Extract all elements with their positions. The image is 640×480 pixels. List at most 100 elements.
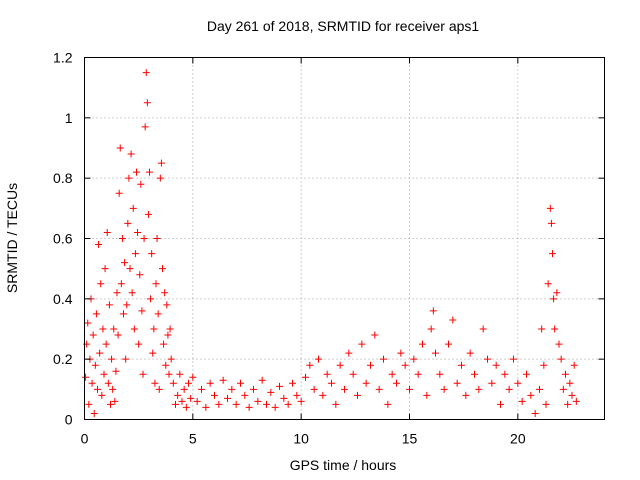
data-point	[163, 301, 171, 309]
data-point	[135, 340, 143, 348]
grid-lines	[84, 57, 605, 420]
data-point	[544, 280, 552, 288]
data-point	[182, 403, 190, 411]
data-point	[125, 174, 133, 182]
data-point	[371, 331, 379, 339]
data-point	[102, 340, 110, 348]
data-point	[85, 400, 93, 408]
data-point	[215, 400, 223, 408]
data-point	[367, 361, 374, 369]
data-point	[419, 340, 426, 348]
data-point	[410, 355, 418, 363]
data-point	[178, 397, 186, 405]
data-point	[423, 391, 431, 399]
data-point	[149, 349, 157, 357]
y-tick-label: 0	[65, 412, 73, 428]
data-point	[142, 69, 150, 77]
data-point	[542, 400, 550, 408]
data-point	[453, 379, 461, 387]
data-point	[143, 99, 151, 107]
data-point	[570, 361, 578, 369]
data-point	[148, 250, 156, 258]
data-point	[89, 331, 97, 339]
data-point	[121, 259, 129, 267]
data-point	[108, 355, 116, 363]
data-point	[162, 361, 170, 369]
data-point	[479, 325, 487, 333]
data-point	[440, 385, 448, 393]
data-point	[159, 265, 166, 273]
data-point	[112, 367, 120, 375]
data-point	[280, 394, 288, 402]
data-point	[116, 144, 124, 152]
y-tick-label: 1.2	[53, 50, 73, 66]
data-point	[557, 355, 565, 363]
data-point	[122, 355, 130, 363]
data-point	[414, 370, 422, 378]
data-point	[550, 295, 558, 303]
data-point	[501, 370, 509, 378]
data-point	[362, 379, 370, 387]
data-point	[88, 379, 96, 387]
data-point	[95, 241, 103, 249]
y-axis-label: SRMTID / TECUs	[4, 183, 20, 293]
data-point	[271, 403, 279, 411]
y-tick-label: 1	[65, 110, 73, 126]
data-point	[572, 397, 580, 405]
data-point	[393, 379, 400, 387]
data-point	[110, 325, 118, 333]
data-point	[198, 385, 205, 393]
data-point	[484, 355, 491, 363]
data-point	[345, 349, 353, 357]
data-point	[527, 391, 535, 399]
data-point	[114, 331, 122, 339]
x-tick-label: 5	[189, 431, 197, 447]
data-point	[165, 370, 173, 378]
data-point	[559, 385, 567, 393]
data-point	[232, 400, 240, 408]
data-point	[99, 325, 107, 333]
data-point	[505, 385, 513, 393]
data-point	[432, 349, 439, 357]
data-point	[174, 391, 182, 399]
data-point	[172, 400, 179, 408]
axis-ticks: 0 5 10 15 20 0 0.2 0.4 0.6 0.8 1 1.2	[53, 50, 605, 447]
data-point	[164, 331, 172, 339]
data-point	[187, 394, 195, 402]
data-point	[302, 373, 309, 381]
data-point	[445, 340, 452, 348]
data-point	[258, 376, 266, 384]
data-point	[128, 289, 136, 297]
data-point	[341, 385, 348, 393]
data-point	[96, 349, 104, 357]
data-point	[401, 361, 409, 369]
data-point	[160, 340, 168, 348]
data-point	[310, 385, 318, 393]
data-point	[523, 370, 530, 378]
data-point	[151, 379, 159, 387]
data-point	[555, 340, 563, 348]
data-point	[267, 388, 275, 396]
data-point	[497, 400, 504, 408]
data-point	[150, 325, 158, 333]
data-point	[144, 210, 152, 218]
x-tick-label: 0	[81, 431, 89, 447]
x-tick-label: 10	[293, 431, 309, 447]
data-point	[306, 361, 314, 369]
data-point	[323, 370, 331, 378]
data-point	[154, 310, 162, 318]
data-point	[124, 219, 132, 227]
y-tick-label: 0.6	[53, 231, 73, 247]
data-point	[138, 307, 146, 315]
data-point	[546, 204, 554, 212]
y-tick-label: 0.8	[53, 170, 73, 186]
data-point	[156, 174, 164, 182]
data-point	[276, 382, 283, 390]
data-point	[202, 403, 210, 411]
x-tick-label: 20	[510, 431, 526, 447]
data-point	[241, 391, 249, 399]
data-points	[82, 69, 580, 417]
data-point	[161, 289, 169, 297]
data-point	[137, 180, 145, 188]
